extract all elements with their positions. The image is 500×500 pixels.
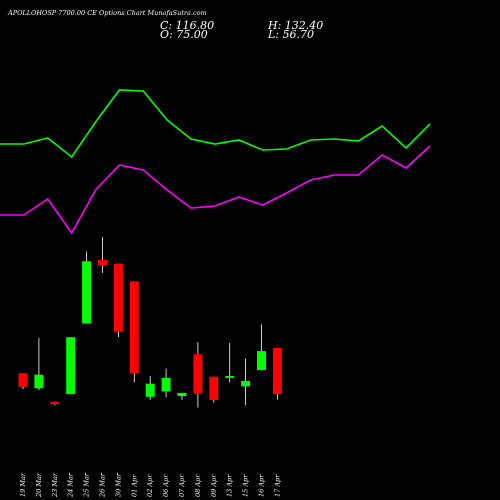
open-value: O: 75.00 xyxy=(160,28,208,41)
x-tick-label: 20 Mar xyxy=(35,472,43,498)
close-value: C: 116.80 xyxy=(160,19,214,32)
candle-body xyxy=(98,260,107,266)
candle-body xyxy=(209,376,219,400)
x-tick-label: 24 Mar xyxy=(67,472,75,498)
indicator-lines xyxy=(0,89,431,235)
x-tick-label: 15 Apr xyxy=(242,474,250,497)
x-axis-labels: 19 Mar 20 Mar 23 Mar 24 Mar 25 Mar 26 Mar 30 M… xyxy=(19,472,281,498)
x-tick-label: 13 Apr xyxy=(226,474,234,497)
candlestick-series xyxy=(18,237,282,408)
candle-body xyxy=(129,281,139,374)
x-tick-label: 07 Apr xyxy=(178,474,186,497)
x-tick-label: 08 Apr xyxy=(194,474,202,497)
x-tick-label: 23 Mar xyxy=(51,472,59,498)
chart-title: APOLLOHOSP 7700.00 CE Options Chart Muna… xyxy=(7,9,207,17)
candle-body xyxy=(113,263,123,332)
candle-body xyxy=(241,380,251,387)
indicator-line-lower xyxy=(0,145,431,235)
x-tick-label: 09 Apr xyxy=(210,474,218,497)
candle-body xyxy=(66,337,76,395)
candle-body xyxy=(82,261,92,324)
candle-body xyxy=(257,351,266,371)
high-value: H: 132.40 xyxy=(267,19,323,32)
candle-body xyxy=(18,373,28,387)
x-tick-label: 06 Apr xyxy=(162,474,170,497)
low-value: L: 56.70 xyxy=(267,28,314,41)
x-tick-label: 17 Apr xyxy=(273,474,281,497)
x-tick-label: 02 Apr xyxy=(146,474,154,497)
x-tick-label: 26 Mar xyxy=(99,472,107,498)
candle-body xyxy=(34,374,44,389)
candle-body xyxy=(177,392,187,397)
candle-body xyxy=(161,377,171,392)
candle-body xyxy=(193,354,203,394)
x-tick-label: 16 Apr xyxy=(258,474,266,497)
x-tick-label: 25 Mar xyxy=(83,472,91,498)
x-tick-label: 19 Mar xyxy=(19,472,27,497)
candle-body xyxy=(50,401,60,405)
candle-body xyxy=(272,348,282,395)
candle-body xyxy=(145,383,155,397)
x-tick-label: 01 Apr xyxy=(130,474,138,497)
candle-body xyxy=(225,375,235,378)
indicator-line-upper xyxy=(0,89,431,159)
x-tick-label: 30 Mar xyxy=(114,472,122,497)
